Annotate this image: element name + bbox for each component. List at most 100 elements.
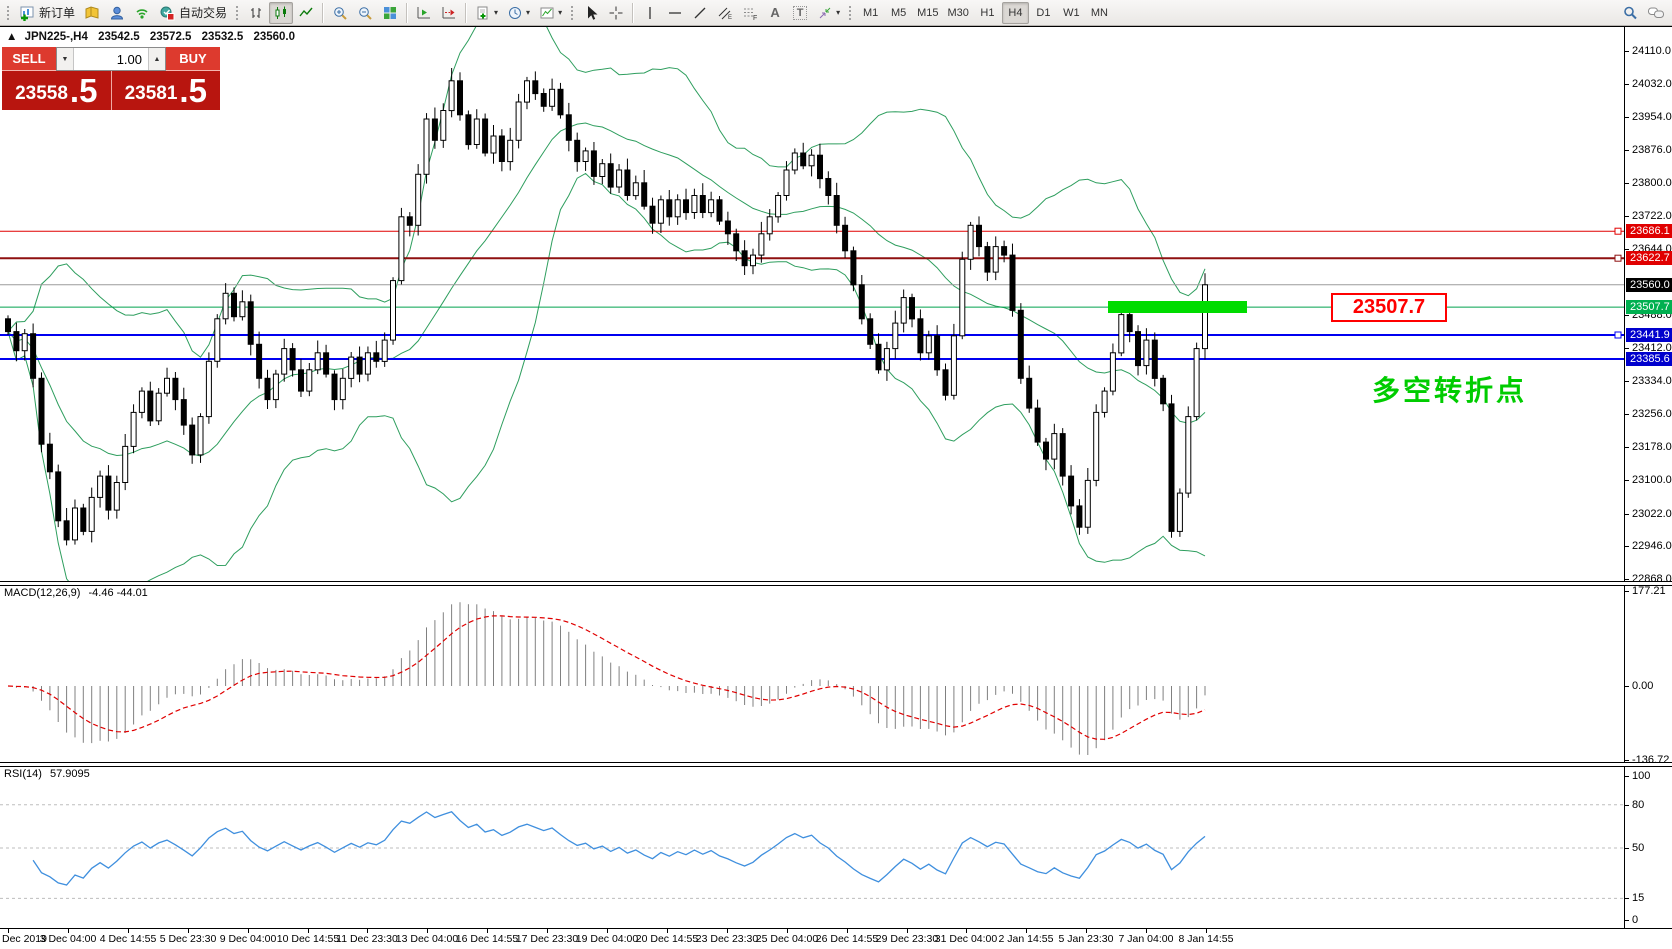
- timeframe-m1[interactable]: M1: [857, 2, 884, 24]
- volume-increase-button[interactable]: ▲: [148, 48, 165, 70]
- bar-chart-button[interactable]: [244, 2, 268, 24]
- timeframe-h1[interactable]: H1: [974, 2, 1001, 24]
- periods-button[interactable]: ▾: [503, 2, 534, 24]
- toolbar-separator: [465, 2, 468, 23]
- text-icon: A: [770, 5, 780, 20]
- trendline-button[interactable]: [688, 2, 712, 24]
- channel-icon: E: [718, 7, 732, 21]
- time-tick: [427, 929, 428, 933]
- buy-price[interactable]: 23581 .5: [112, 71, 221, 110]
- timeframe-d1[interactable]: D1: [1030, 2, 1057, 24]
- new-order-button[interactable]: 新订单: [15, 2, 79, 24]
- signals-button[interactable]: [130, 2, 154, 24]
- price-scale[interactable]: 24110.0 24032.0 23954.0 23876.0 23800.0 23722…: [1624, 26, 1672, 581]
- crosshair-button[interactable]: [604, 2, 628, 24]
- time-label: 3 Dec 04:00: [39, 933, 97, 945]
- tile-windows-button[interactable]: [378, 2, 402, 24]
- chat-button[interactable]: [1643, 2, 1669, 24]
- price-tick: 23722.0: [1625, 210, 1672, 222]
- autotrading-toggle[interactable]: 自动交易: [155, 2, 231, 24]
- auto-scroll-button[interactable]: [412, 2, 436, 24]
- time-axis[interactable]: Dec 2019 3 Dec 04:00 4 Dec 14:55 5 Dec 23:3…: [0, 928, 1672, 949]
- price-tick: 24110.0: [1625, 45, 1671, 57]
- timeframe-mn[interactable]: MN: [1086, 2, 1113, 24]
- timeframe-group: M1 M5 M15 M30 H1 H4 D1 W1 MN: [857, 1, 1113, 24]
- volume-input[interactable]: [74, 48, 148, 70]
- zoom-out-icon: [359, 6, 372, 20]
- buy-button[interactable]: BUY: [166, 47, 220, 71]
- expert-advisors-button[interactable]: [105, 2, 129, 24]
- vertical-line-button[interactable]: [638, 2, 662, 24]
- time-tick: [1026, 929, 1027, 933]
- time-tick: [487, 929, 488, 933]
- candlestick-chart-button[interactable]: [269, 1, 294, 24]
- label-icon: T: [792, 5, 808, 20]
- time-tick: [547, 929, 548, 933]
- level-marker: [1614, 254, 1622, 262]
- macd-panel[interactable]: MACD(12,26,9) -4.46 -44.01: [0, 584, 1624, 762]
- time-tick: [1086, 929, 1087, 933]
- macd-scale[interactable]: 177.21 0.00 -136.72: [1624, 584, 1672, 762]
- main-chart-plot[interactable]: [0, 27, 1624, 582]
- history-center-button[interactable]: [80, 2, 104, 24]
- time-label: 4 Dec 14:55: [99, 933, 157, 945]
- time-label: 20 Dec 14:55: [635, 933, 699, 945]
- line-chart-icon: [299, 7, 313, 16]
- time-tick: [847, 929, 848, 933]
- chart-title: ▲ JPN225-,H4 23542.5 23572.5 23532.5 235…: [6, 31, 295, 43]
- channel-button[interactable]: E: [713, 2, 737, 24]
- panel-divider[interactable]: [0, 581, 1672, 586]
- auto-scroll-icon: [417, 6, 431, 18]
- zoom-out-button[interactable]: [353, 2, 377, 24]
- sell-button[interactable]: SELL: [2, 47, 56, 71]
- timeframe-m5[interactable]: M5: [885, 2, 912, 24]
- rsi-panel[interactable]: RSI(14) 57.9095: [0, 765, 1624, 928]
- cursor-button[interactable]: [579, 2, 603, 24]
- volume-decrease-button[interactable]: ▼: [57, 48, 74, 70]
- sell-price[interactable]: 23558 .5: [2, 71, 112, 110]
- time-label: 5 Dec 23:30: [159, 933, 217, 945]
- chart-shift-button[interactable]: [437, 2, 461, 24]
- timeframe-w1[interactable]: W1: [1058, 2, 1085, 24]
- zoom-in-button[interactable]: [328, 2, 352, 24]
- support-highlight-bar[interactable]: [1108, 301, 1247, 313]
- label-button[interactable]: T: [788, 2, 812, 24]
- rsi-plot[interactable]: [0, 765, 1624, 928]
- collapse-triangle-icon[interactable]: ▲: [6, 31, 18, 43]
- timeframe-m15[interactable]: M15: [913, 2, 942, 24]
- price-callout-box[interactable]: 23507.7: [1331, 293, 1447, 322]
- time-tick: [787, 929, 788, 933]
- time-tick: [68, 929, 69, 933]
- ohlc-high: 23572.5: [149, 31, 192, 43]
- price-tick: 23022.0: [1625, 508, 1672, 520]
- search-button[interactable]: [1618, 2, 1642, 24]
- macd-tick: 177.21: [1625, 585, 1666, 597]
- chat-icon: [1648, 7, 1664, 18]
- timeframe-m30[interactable]: M30: [944, 2, 973, 24]
- expert-advisor-icon: [111, 6, 124, 19]
- text-button[interactable]: A: [763, 2, 787, 24]
- autotrading-icon: [160, 6, 175, 20]
- line-chart-button[interactable]: [294, 2, 318, 24]
- vertical-line-icon: [649, 6, 651, 19]
- macd-tick: 0.00: [1625, 680, 1653, 692]
- macd-values: -4.46 -44.01: [88, 587, 148, 599]
- price-level-label: 23385.6: [1626, 352, 1672, 366]
- timeframe-h4[interactable]: H4: [1001, 1, 1029, 24]
- rsi-label: RSI(14) 57.9095: [4, 768, 90, 780]
- rsi-scale[interactable]: 100 80 50 15 0: [1624, 765, 1672, 928]
- panel-divider[interactable]: [0, 762, 1672, 767]
- price-level-label: 23622.7: [1626, 251, 1672, 265]
- symbol-period: JPN225-,H4: [24, 31, 88, 43]
- fibonacci-button[interactable]: F: [738, 2, 762, 24]
- turning-point-annotation[interactable]: 多空转折点: [1372, 375, 1528, 406]
- time-tick: [727, 929, 728, 933]
- arrows-button[interactable]: ▾: [813, 2, 844, 24]
- macd-plot[interactable]: [0, 584, 1624, 762]
- horizontal-line-button[interactable]: [663, 2, 687, 24]
- indicators-button[interactable]: ▾: [471, 2, 502, 24]
- main-chart-panel[interactable]: ▲ JPN225-,H4 23542.5 23572.5 23532.5 235…: [0, 26, 1624, 582]
- templates-button[interactable]: ▾: [535, 2, 566, 24]
- rsi-tick: 80: [1625, 799, 1644, 811]
